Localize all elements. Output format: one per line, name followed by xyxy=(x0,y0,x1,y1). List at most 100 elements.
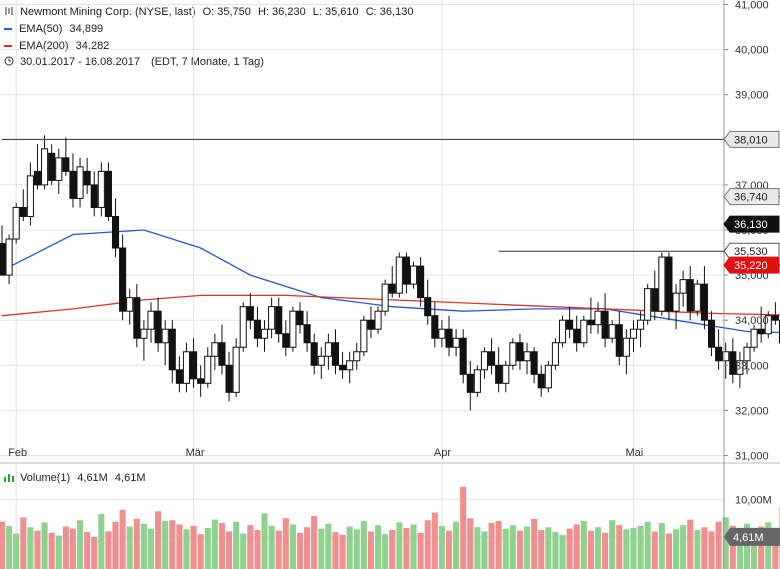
price-tag-label: 35,220 xyxy=(734,260,768,272)
candle-body xyxy=(367,319,375,330)
price-tag-label: 36,740 xyxy=(734,192,768,204)
candle-body xyxy=(62,157,70,172)
candle-body xyxy=(601,310,609,339)
volume-bar xyxy=(360,520,367,569)
volume-bar xyxy=(105,531,112,569)
candle-body xyxy=(339,364,347,371)
candle-body xyxy=(190,351,198,380)
candle-body xyxy=(594,310,602,326)
open-value: 35,750 xyxy=(217,6,251,18)
candle-body xyxy=(757,328,765,335)
y-tick-label: 33,000 xyxy=(735,360,769,372)
volume-bar xyxy=(261,513,268,569)
volume-bar xyxy=(772,527,779,569)
volume-bar xyxy=(467,518,474,569)
volume-bar xyxy=(516,530,523,569)
legend-ema50[interactable]: EMA(50) 34,899 xyxy=(4,23,103,35)
price-tag xyxy=(723,130,780,148)
candle-body xyxy=(700,283,708,321)
candle-body xyxy=(764,315,772,335)
volume-bar xyxy=(389,530,396,569)
level-lines xyxy=(2,138,780,267)
candle-body xyxy=(445,328,453,348)
volume-bar xyxy=(353,529,360,569)
volume-bar xyxy=(311,516,318,569)
volume-bar xyxy=(658,523,665,569)
volume-bar xyxy=(417,532,424,569)
volume-bar xyxy=(0,521,6,569)
volume-bar xyxy=(431,512,438,569)
candle-body xyxy=(282,333,290,348)
candle-body xyxy=(409,265,418,285)
y-tick-label: 34,000 xyxy=(735,315,769,327)
volume-bar xyxy=(76,520,84,569)
candle-body xyxy=(488,351,496,366)
date-range-detail: (EDT, 7 Monate, 1 Tag) xyxy=(151,56,264,68)
volume-bar xyxy=(396,522,403,569)
candle-body xyxy=(310,342,318,366)
legend-ema200[interactable]: EMA(200) 34,282 xyxy=(4,40,109,52)
volume-bar xyxy=(325,523,332,569)
volume-bar xyxy=(55,535,62,569)
candle-body xyxy=(5,238,13,276)
volume-bar xyxy=(559,534,566,569)
candle-body xyxy=(544,364,552,389)
candle-body xyxy=(381,283,389,312)
volume-bar xyxy=(282,518,289,569)
candle-body xyxy=(41,148,49,186)
volume-bar xyxy=(183,529,190,569)
ema200-value: 34,282 xyxy=(75,40,110,52)
volume-bar xyxy=(495,520,502,569)
volume-value-2: 4,61M xyxy=(114,472,146,484)
candle-body xyxy=(197,378,205,384)
candle-body xyxy=(303,324,311,344)
volume-bar xyxy=(609,520,616,569)
volume-bar xyxy=(91,536,98,569)
ema200-swatch xyxy=(4,45,12,48)
volume-bar xyxy=(112,521,119,569)
volume-bar xyxy=(225,531,233,569)
volume-bar xyxy=(616,525,623,569)
chart-type-icon[interactable] xyxy=(4,6,14,16)
legend-volume[interactable]: Volume(1) 4,61M 4,61M xyxy=(4,472,145,484)
candle-body xyxy=(360,319,368,353)
ema50-label: EMA(50) xyxy=(19,23,63,35)
candle-body xyxy=(154,310,162,344)
candle-body xyxy=(218,342,226,366)
volume-bar xyxy=(445,530,453,569)
legend-title-row: Newmont Mining Corp. (NYSE, last) O: 35,… xyxy=(4,6,413,18)
candle-body xyxy=(537,373,545,389)
volume-bar xyxy=(289,524,296,569)
candle-body xyxy=(395,256,403,294)
volume-bar xyxy=(545,527,552,569)
volume-bar xyxy=(502,528,509,569)
volume-bar xyxy=(509,525,516,569)
volume-bar xyxy=(332,532,339,569)
candle-body xyxy=(253,319,261,339)
candle-body xyxy=(19,206,27,217)
volume-bar xyxy=(637,525,644,569)
volume-bar xyxy=(680,525,687,569)
candle-body xyxy=(374,310,382,330)
volume-bar xyxy=(587,530,594,569)
ema50-value: 34,899 xyxy=(69,23,104,35)
candle-body xyxy=(551,342,559,366)
candle-body xyxy=(147,310,155,330)
candle-body xyxy=(466,373,474,393)
candle-body xyxy=(502,364,510,384)
volume-bar xyxy=(538,530,545,569)
volume-bars xyxy=(0,486,780,569)
volume-bar xyxy=(566,528,573,569)
volume-bar xyxy=(523,526,531,569)
candle-body xyxy=(480,351,489,371)
volume-bar xyxy=(211,519,218,569)
high-value: 36,230 xyxy=(272,6,306,18)
candle-body xyxy=(69,170,77,199)
candle-body xyxy=(608,324,616,339)
candle-body xyxy=(516,342,524,362)
candle-body xyxy=(651,288,659,312)
volume-bar xyxy=(6,525,13,569)
volume-bar xyxy=(240,533,247,569)
volume-bar xyxy=(275,530,282,569)
